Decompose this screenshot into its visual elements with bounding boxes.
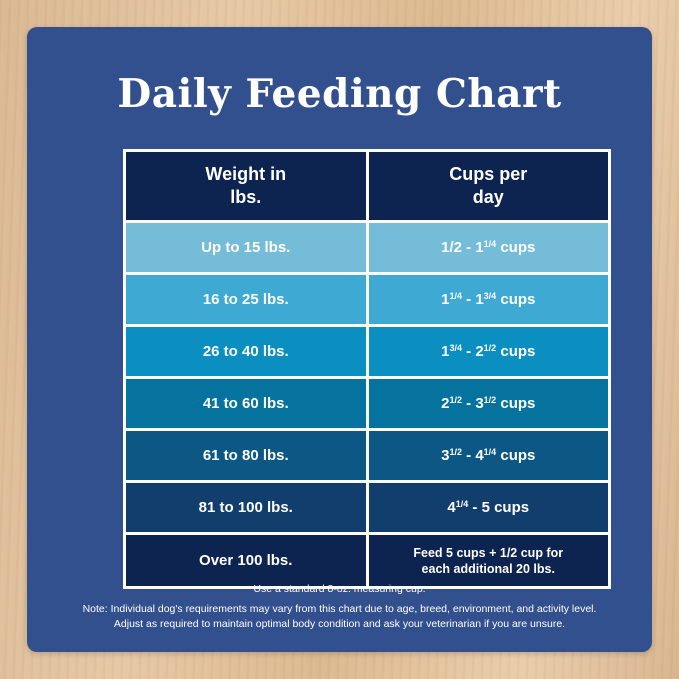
header-cups: Cups per day — [368, 152, 608, 220]
header-weight: Weight in lbs. — [126, 152, 366, 220]
header-cups-line1: Cups per — [449, 164, 528, 184]
cups-cell: Feed 5 cups + 1/2 cup for each additional… — [368, 535, 608, 586]
cups-cell: 13/4 - 21/2 cups — [368, 327, 608, 376]
table-row: 61 to 80 lbs. 31/2 - 41/4 cups — [126, 431, 608, 480]
disclaimer-line1: Note: Individual dog's requirements may … — [82, 603, 597, 615]
header-weight-line2: lbs. — [230, 187, 262, 207]
table-row: 81 to 100 lbs. 41/4 - 5 cups — [126, 483, 608, 532]
cups-cell: 21/2 - 31/2 cups — [368, 379, 608, 428]
table-row: 16 to 25 lbs. 11/4 - 13/4 cups — [126, 275, 608, 324]
table-row: Over 100 lbs. Feed 5 cups + 1/2 cup for e… — [126, 535, 608, 586]
table-row: 26 to 40 lbs. 13/4 - 21/2 cups — [126, 327, 608, 376]
feeding-chart-panel: Daily Feeding Chart Weight in lbs. Cups p… — [27, 27, 652, 652]
measuring-note: Use a standard 8-oz. measuring cup. — [253, 583, 426, 595]
weight-cell: 61 to 80 lbs. — [126, 431, 366, 480]
table-header-row: Weight in lbs. Cups per day — [126, 152, 608, 220]
table-row: 41 to 60 lbs. 21/2 - 31/2 cups — [126, 379, 608, 428]
weight-cell: 26 to 40 lbs. — [126, 327, 366, 376]
header-cups-line2: day — [472, 187, 504, 207]
table-row: Up to 15 lbs. 1/2 - 11/4 cups — [126, 223, 608, 272]
weight-cell: Up to 15 lbs. — [126, 223, 366, 272]
feeding-table: Weight in lbs. Cups per day Up to 15 lbs. … — [123, 149, 611, 589]
cups-cell: 41/4 - 5 cups — [368, 483, 608, 532]
cups-cell: 11/4 - 13/4 cups — [368, 275, 608, 324]
disclaimer-line2: Adjust as required to maintain optimal b… — [113, 618, 566, 630]
cups-cell: 31/2 - 41/4 cups — [368, 431, 608, 480]
header-weight-line1: Weight in — [205, 164, 287, 184]
weight-cell: Over 100 lbs. — [126, 535, 366, 586]
weight-cell: 16 to 25 lbs. — [126, 275, 366, 324]
weight-cell: 41 to 60 lbs. — [126, 379, 366, 428]
chart-title: Daily Feeding Chart — [117, 71, 562, 117]
cups-cell: 1/2 - 11/4 cups — [368, 223, 608, 272]
weight-cell: 81 to 100 lbs. — [126, 483, 366, 532]
